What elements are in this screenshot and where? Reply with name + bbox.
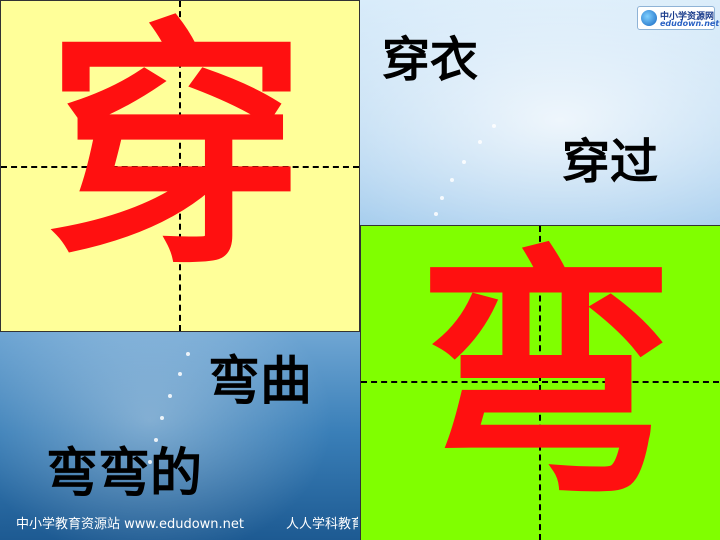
site-logo: 中小学资源网 edudown.net (637, 6, 719, 30)
word-wan-wan-de: 弯弯的 (46, 444, 203, 504)
footer-source: 中小学教育资源站 www.edudown.net (16, 517, 245, 532)
grid-guide-vertical (539, 226, 541, 540)
logo-name: 中小学资源网 (660, 12, 715, 22)
logo-url: edudown.net (660, 19, 720, 28)
grid-guide-horizontal (361, 381, 719, 383)
character-card-wan: 弯 (360, 225, 720, 540)
word-chuan-yi: 穿衣 (382, 32, 479, 88)
big-character-chuan: 穿 (46, 0, 306, 300)
grid-guide-horizontal (1, 166, 359, 168)
globe-icon (641, 10, 657, 26)
word-chuan-guo: 穿过 (562, 134, 659, 190)
character-card-chuan: 穿 (0, 0, 360, 332)
word-wan-qu: 弯曲 (208, 352, 313, 412)
footer-slogan: 人人学科教育 (286, 517, 358, 532)
big-character-wan: 弯 (416, 227, 676, 529)
